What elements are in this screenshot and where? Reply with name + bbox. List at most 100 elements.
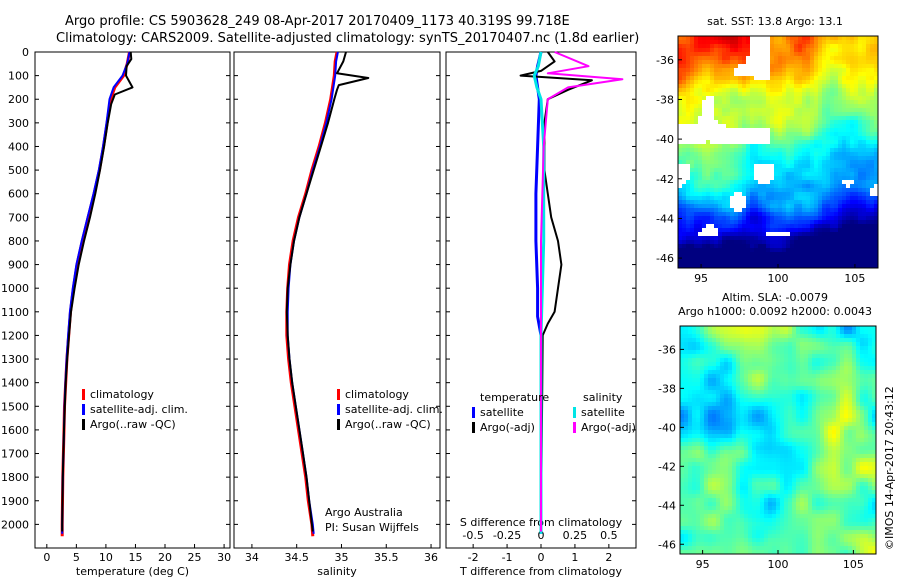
- map-cell: [682, 152, 686, 156]
- map-cell: [686, 256, 690, 260]
- map-cell: [796, 478, 800, 482]
- map-cell: [842, 260, 846, 264]
- map-cell: [720, 530, 724, 534]
- map-cell: [834, 232, 838, 236]
- map-cell: [772, 450, 776, 454]
- map-cell: [686, 172, 690, 176]
- map-cell: [766, 136, 770, 140]
- map-cell: [682, 104, 686, 108]
- map-cell: [690, 60, 694, 64]
- map-cell: [682, 128, 686, 132]
- map-cell: [760, 490, 764, 494]
- map-cell: [684, 334, 688, 338]
- map-cell: [754, 140, 758, 144]
- map-cell: [724, 386, 728, 390]
- map-cell: [834, 104, 838, 108]
- map-cell: [698, 236, 702, 240]
- map-cell: [786, 140, 790, 144]
- map-cell: [748, 398, 752, 402]
- map-cell: [784, 502, 788, 506]
- map-cell: [818, 52, 822, 56]
- map-cell: [774, 244, 778, 248]
- map-cell: [806, 204, 810, 208]
- map-cell: [716, 390, 720, 394]
- map-cell: [736, 394, 740, 398]
- map-cell: [798, 52, 802, 56]
- map-cell: [712, 518, 716, 522]
- map-cell: [720, 346, 724, 350]
- map-cell: [854, 208, 858, 212]
- map-cell: [762, 216, 766, 220]
- map-cell: [744, 402, 748, 406]
- map-cell: [774, 160, 778, 164]
- map-cell: [752, 386, 756, 390]
- map-cell: [774, 80, 778, 84]
- map-cell: [850, 256, 854, 260]
- map-cell: [800, 486, 804, 490]
- map-cell: [736, 486, 740, 490]
- map-cell: [822, 164, 826, 168]
- map-cell: [682, 40, 686, 44]
- map-cell: [838, 44, 842, 48]
- map-cell: [790, 112, 794, 116]
- x-tick-label: 30: [217, 551, 231, 564]
- map-cell: [752, 494, 756, 498]
- legend-header: temperature: [480, 391, 549, 404]
- map-cell: [782, 248, 786, 252]
- map-cell: [806, 136, 810, 140]
- map-cell: [720, 550, 724, 554]
- map-cell: [794, 72, 798, 76]
- map-cell: [814, 252, 818, 256]
- map-cell: [752, 438, 756, 442]
- map-cell: [698, 48, 702, 52]
- map-cell: [810, 132, 814, 136]
- map-cell: [706, 116, 710, 120]
- map-cell: [730, 184, 734, 188]
- map-cell: [760, 470, 764, 474]
- map-cell: [780, 334, 784, 338]
- header-line1: Argo profile: CS 5903628_249 08-Apr-2017…: [65, 14, 570, 29]
- map-cell: [854, 36, 858, 40]
- map-cell: [874, 96, 878, 100]
- map-cell: [810, 72, 814, 76]
- map-cell: [692, 326, 696, 330]
- map-cell: [714, 88, 718, 92]
- map-cell: [728, 354, 732, 358]
- map-cell: [756, 442, 760, 446]
- map-cell: [846, 216, 850, 220]
- map-cell: [842, 116, 846, 120]
- map-cell: [754, 100, 758, 104]
- map-cell: [770, 164, 774, 168]
- y-tick-label: 1300: [1, 353, 29, 366]
- map-cell: [772, 494, 776, 498]
- map-cell: [806, 252, 810, 256]
- map-cell: [696, 458, 700, 462]
- map-cell: [818, 188, 822, 192]
- map-cell: [690, 140, 694, 144]
- map-cell: [800, 398, 804, 402]
- map-cell: [788, 326, 792, 330]
- map-cell: [794, 40, 798, 44]
- map-cell: [776, 486, 780, 490]
- map-cell: [730, 232, 734, 236]
- map-cell: [754, 236, 758, 240]
- map-cell: [722, 100, 726, 104]
- map-cell: [790, 196, 794, 200]
- x-tick-label: 35: [334, 551, 348, 564]
- map-cell: [688, 494, 692, 498]
- map-cell: [704, 386, 708, 390]
- map-cell: [874, 224, 878, 228]
- map-cell: [770, 92, 774, 96]
- map-cell: [834, 236, 838, 240]
- map-cell: [756, 330, 760, 334]
- map-cell: [682, 264, 686, 268]
- map-cell: [732, 546, 736, 550]
- map-cell: [822, 228, 826, 232]
- map-cell: [710, 132, 714, 136]
- map-cell: [760, 422, 764, 426]
- map-cell: [746, 176, 750, 180]
- map-cell: [774, 252, 778, 256]
- map-cell: [768, 446, 772, 450]
- x-tick-label: 20: [158, 551, 172, 564]
- map-cell: [678, 108, 682, 112]
